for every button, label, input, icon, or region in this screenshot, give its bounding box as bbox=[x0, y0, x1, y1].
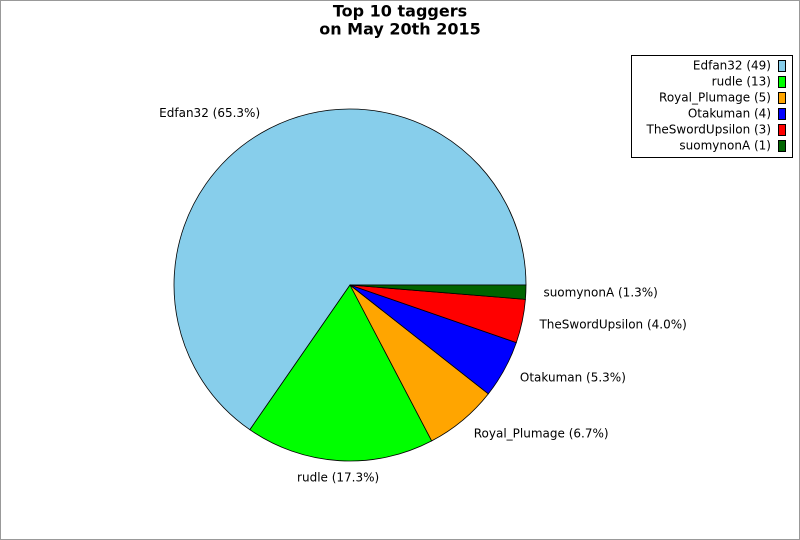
legend-label: Otakuman (4) bbox=[688, 107, 771, 121]
legend-label: Royal_Plumage (5) bbox=[659, 91, 771, 105]
legend-swatch bbox=[778, 92, 786, 104]
legend-box bbox=[631, 55, 793, 158]
legend-swatch bbox=[778, 124, 786, 136]
chart-title: Top 10 taggers bbox=[333, 2, 467, 21]
legend-swatch bbox=[778, 60, 786, 72]
pie-slice bbox=[249, 284, 433, 462]
pie-slice bbox=[349, 284, 527, 300]
slice-label: suomynonA (1.3%) bbox=[543, 285, 657, 299]
legend-swatch bbox=[778, 76, 786, 88]
legend-label: TheSwordUpsilon (3) bbox=[645, 123, 771, 137]
legend-label: Edfan32 (49) bbox=[693, 59, 771, 73]
slice-label: Edfan32 (65.3%) bbox=[159, 106, 260, 120]
legend-label: rudle (13) bbox=[712, 75, 771, 89]
legend-swatch bbox=[778, 140, 786, 152]
slice-label: Otakuman (5.3%) bbox=[520, 370, 626, 384]
legend-swatch bbox=[778, 108, 786, 120]
slice-label: rudle (17.3%) bbox=[297, 471, 379, 485]
slice-label: Royal_Plumage (6.7%) bbox=[474, 426, 609, 440]
legend-label: suomynonA (1) bbox=[679, 139, 771, 153]
pie-slice bbox=[173, 108, 527, 431]
chart-subtitle: on May 20th 2015 bbox=[319, 20, 481, 39]
slice-label: TheSwordUpsilon (4.0%) bbox=[538, 317, 686, 331]
